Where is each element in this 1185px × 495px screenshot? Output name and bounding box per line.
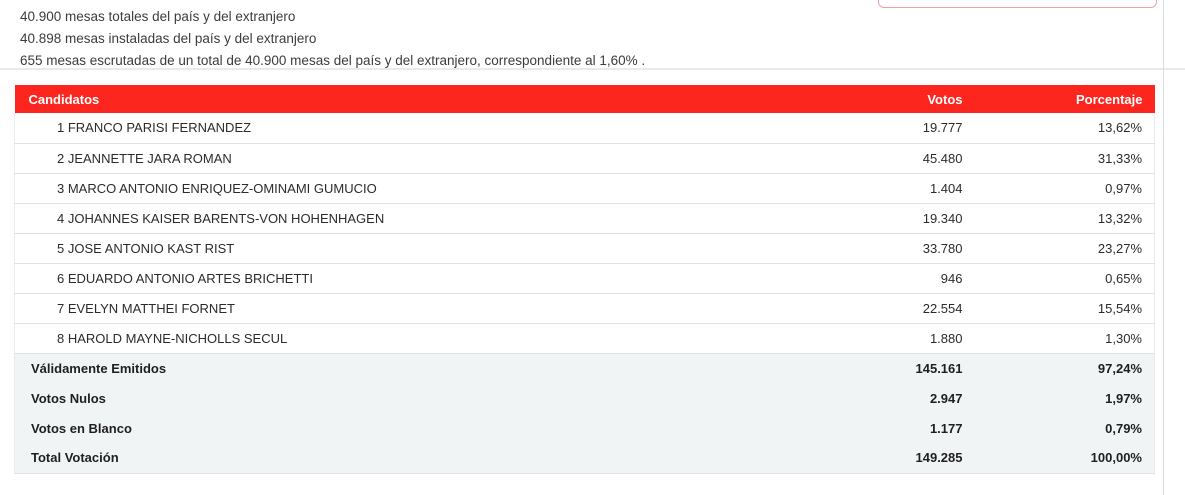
candidate-row-percentage: 13,62% <box>964 113 1155 144</box>
candidate-row: 3 MARCO ANTONIO ENRIQUEZ-OMINAMI GUMUCIO… <box>14 173 1155 204</box>
summary-row: Votos Nulos 2.947 1,97% <box>14 383 1155 413</box>
summary-row: Válidamente Emitidos 145.161 97,24% <box>14 353 1155 383</box>
candidate-row-percentage: 31,33% <box>964 143 1155 174</box>
results-table-header: Candidatos Votos Porcentaje <box>14 85 1155 113</box>
mesas-instaladas-line: 40.898 mesas instaladas del país y del e… <box>20 31 317 46</box>
right-container-divider <box>1163 0 1164 495</box>
candidate-row-votes: 33.780 <box>804 233 965 264</box>
summary-row: Total Votación 149.285 100,00% <box>14 443 1155 474</box>
summary-row-percentage: 97,24% <box>964 353 1155 383</box>
candidate-row-label: 8 HAROLD MAYNE-NICHOLLS SECUL <box>14 323 805 354</box>
summary-row-votes: 145.161 <box>804 353 965 383</box>
candidate-row-label: 5 JOSE ANTONIO KAST RIST <box>14 233 805 264</box>
candidate-row-label: 7 EVELYN MATTHEI FORNET <box>14 293 805 324</box>
candidate-row-votes: 19.340 <box>804 203 965 234</box>
summary-row-label: Válidamente Emitidos <box>14 353 805 383</box>
candidate-row-votes: 22.554 <box>804 293 965 324</box>
candidate-row-percentage: 1,30% <box>964 323 1155 354</box>
summary-row-votes: 2.947 <box>804 383 965 413</box>
candidate-row-label: 6 EDUARDO ANTONIO ARTES BRICHETTI <box>14 263 805 294</box>
candidate-row-percentage: 15,54% <box>964 293 1155 324</box>
candidate-row-label: 1 FRANCO PARISI FERNANDEZ <box>14 113 805 144</box>
candidate-row: 8 HAROLD MAYNE-NICHOLLS SECUL 1.880 1,30% <box>14 323 1155 354</box>
candidate-row: 5 JOSE ANTONIO KAST RIST 33.780 23,27% <box>14 233 1155 264</box>
candidate-row-percentage: 13,32% <box>964 203 1155 234</box>
summary-row-votes: 1.177 <box>804 413 965 443</box>
candidate-row-votes: 1.404 <box>804 173 965 204</box>
candidate-row-percentage: 0,65% <box>964 263 1155 294</box>
candidate-row-percentage: 23,27% <box>964 233 1155 264</box>
candidate-row-votes: 45.480 <box>804 143 965 174</box>
votos-column-header: Votos <box>804 85 965 113</box>
candidate-row-votes: 946 <box>804 263 965 294</box>
summary-row-percentage: 100,00% <box>964 443 1155 474</box>
candidate-row: 1 FRANCO PARISI FERNANDEZ 19.777 13,62% <box>14 113 1155 144</box>
summary-row-percentage: 0,79% <box>964 413 1155 443</box>
mesas-totales-line: 40.900 mesas totales del país y del extr… <box>20 9 296 24</box>
header-row: Candidatos Votos Porcentaje <box>14 85 1155 113</box>
summary-row-label: Total Votación <box>14 443 805 474</box>
candidate-row: 6 EDUARDO ANTONIO ARTES BRICHETTI 946 0,65… <box>14 263 1155 294</box>
top-info-panel: 40.900 mesas totales del país y del extr… <box>0 0 1185 70</box>
candidate-row: 2 JEANNETTE JARA ROMAN 45.480 31,33% <box>14 143 1155 174</box>
cutoff-action-button[interactable] <box>878 0 1157 8</box>
candidate-row: 4 JOHANNES KAISER BARENTS-VON HOHENHAGEN… <box>14 203 1155 234</box>
summary-row-votes: 149.285 <box>804 443 965 474</box>
summary-row: Votos en Blanco 1.177 0,79% <box>14 413 1155 443</box>
summary-row-label: Votos Nulos <box>14 383 805 413</box>
candidate-row-percentage: 0,97% <box>964 173 1155 204</box>
candidate-row-label: 3 MARCO ANTONIO ENRIQUEZ-OMINAMI GUMUCIO <box>14 173 805 204</box>
summary-rows: Válidamente Emitidos 145.161 97,24% Votos N… <box>14 353 1155 474</box>
candidate-row-votes: 1.880 <box>804 323 965 354</box>
summary-row-label: Votos en Blanco <box>14 413 805 443</box>
porcentaje-column-header: Porcentaje <box>964 85 1155 113</box>
candidate-row: 7 EVELYN MATTHEI FORNET 22.554 15,54% <box>14 293 1155 324</box>
results-table: Candidatos Votos Porcentaje 1 FRANCO PAR… <box>14 85 1155 474</box>
candidatos-column-header: Candidatos <box>14 85 805 113</box>
mesas-escrutadas-line: 655 mesas escrutadas de un total de 40.9… <box>20 53 646 68</box>
candidate-row-label: 4 JOHANNES KAISER BARENTS-VON HOHENHAGEN <box>14 203 805 234</box>
summary-row-percentage: 1,97% <box>964 383 1155 413</box>
candidate-rows: 1 FRANCO PARISI FERNANDEZ 19.777 13,62% 2 J… <box>14 113 1155 354</box>
candidate-row-label: 2 JEANNETTE JARA ROMAN <box>14 143 805 174</box>
candidate-row-votes: 19.777 <box>804 113 965 144</box>
